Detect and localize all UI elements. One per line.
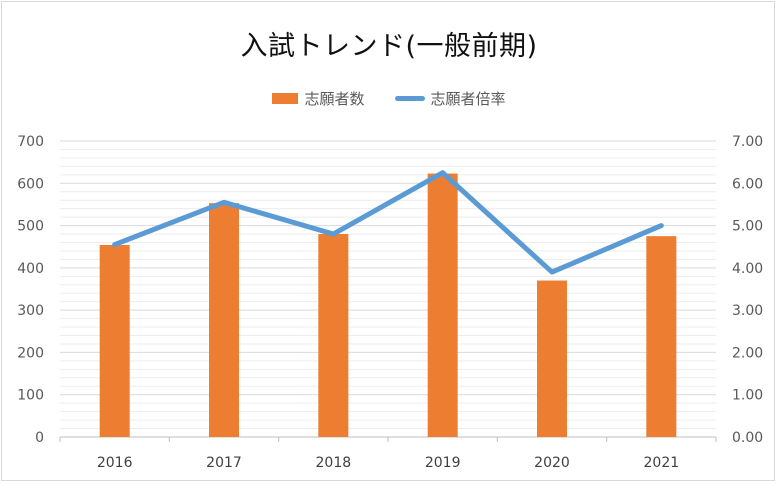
y-right-tick-label: 0.00 [732,430,763,446]
y-right-tick-label: 5.00 [732,219,763,235]
y-left-tick-label: 0 [35,430,44,446]
y-axis-right: 0.00 1.00 2.00 3.00 4.00 5.00 6.00 7.00 [732,134,763,446]
chart-legend: 志願者数 志願者倍率 [0,88,778,109]
line-path [112,170,664,275]
x-tick-label: 2020 [534,455,570,471]
line-point [659,224,663,228]
y-right-tick-label: 7.00 [732,134,763,150]
legend-swatch-bar [272,93,299,104]
legend-item-line: 志願者倍率 [394,88,506,109]
y-left-tick-label: 200 [17,345,44,361]
x-tick-label: 2018 [316,455,352,471]
line-point [113,243,117,247]
y-right-tick-label: 6.00 [732,176,763,192]
x-axis: 2016 2017 2018 2019 2020 2021 [97,455,679,471]
legend-label-line: 志願者倍率 [430,90,506,108]
line-point [331,232,335,236]
y-right-tick-label: 1.00 [732,388,763,404]
line-series [112,170,664,275]
y-right-tick-label: 3.00 [732,303,763,319]
y-left-tick-label: 400 [17,261,44,277]
line-point [441,171,445,175]
legend-label-bar: 志願者数 [304,90,365,108]
bar [537,280,567,437]
y-left-tick-label: 100 [17,388,44,404]
chart-title: 入試トレンド(一般前期) [240,31,538,62]
legend-item-bar: 志願者数 [272,88,365,109]
legend-swatch-line [394,96,425,101]
x-tick-label: 2017 [206,455,242,471]
x-tick-label: 2016 [97,455,133,471]
line-point [222,200,226,204]
y-left-tick-label: 500 [17,219,44,235]
grid-lines [59,140,717,442]
bar [209,203,239,437]
x-tick-label: 2019 [425,455,461,471]
bar [99,245,130,437]
y-left-tick-label: 600 [17,176,44,192]
bar [427,173,458,437]
y-axis-left: 0 100 200 300 400 500 600 700 [17,134,44,446]
bar-series [99,173,677,437]
y-left-tick-label: 700 [17,134,44,150]
bar [318,234,349,437]
x-tick-label: 2021 [644,455,680,471]
line-point [550,270,554,274]
y-left-tick-label: 300 [17,303,44,319]
y-right-tick-label: 4.00 [732,261,763,277]
y-right-tick-label: 2.00 [732,345,763,361]
bar [646,236,677,437]
